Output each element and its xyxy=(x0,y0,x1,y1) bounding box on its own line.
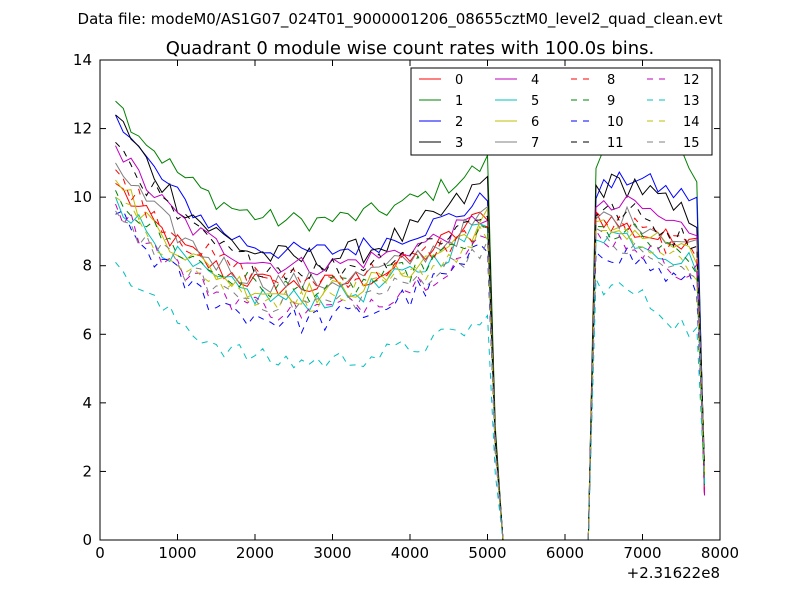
legend-label-5: 5 xyxy=(531,94,539,109)
series-line-13 xyxy=(115,261,705,540)
chart-title: Quadrant 0 module wise count rates with … xyxy=(166,38,655,59)
legend-label-14: 14 xyxy=(683,115,700,130)
x-tick-label: 3000 xyxy=(313,544,351,562)
series-line-3 xyxy=(115,114,705,540)
x-tick-label: 0 xyxy=(95,544,105,562)
x-tick-label: 5000 xyxy=(468,544,506,562)
y-tick-label: 4 xyxy=(82,394,92,412)
legend-label-2: 2 xyxy=(455,115,463,130)
figure-suptitle: Data file: modeM0/AS1G07_024T01_90000012… xyxy=(78,10,723,29)
legend-label-15: 15 xyxy=(683,136,700,151)
y-tick-label: 8 xyxy=(82,257,92,275)
legend-label-13: 13 xyxy=(683,94,700,109)
series-line-7 xyxy=(115,162,705,540)
legend-label-12: 12 xyxy=(683,73,700,88)
y-tick-label: 2 xyxy=(82,462,92,480)
y-tick-label: 6 xyxy=(82,325,92,343)
legend-label-11: 11 xyxy=(607,136,624,151)
y-tick-label: 14 xyxy=(73,51,92,69)
x-tick-label: 2000 xyxy=(236,544,274,562)
legend-label-8: 8 xyxy=(607,73,615,88)
legend-label-6: 6 xyxy=(531,115,539,130)
x-tick-label: 8000 xyxy=(701,544,739,562)
x-tick-label: 4000 xyxy=(391,544,429,562)
legend-label-3: 3 xyxy=(455,136,463,151)
plot-area xyxy=(115,100,705,540)
y-tick-label: 10 xyxy=(73,188,92,206)
legend-label-1: 1 xyxy=(455,94,463,109)
x-tick-label: 1000 xyxy=(158,544,196,562)
y-tick-label: 12 xyxy=(73,120,92,138)
legend-label-7: 7 xyxy=(531,136,539,151)
legend-box xyxy=(410,67,713,156)
series-line-1 xyxy=(115,100,705,540)
y-tick-label: 0 xyxy=(82,531,92,549)
series-line-6 xyxy=(115,179,705,540)
legend-label-0: 0 xyxy=(455,73,463,88)
legend-label-10: 10 xyxy=(607,115,624,130)
series-line-0 xyxy=(115,182,705,540)
series-line-10 xyxy=(115,209,705,540)
series-line-4 xyxy=(115,145,705,540)
series-line-11 xyxy=(115,141,705,540)
x-offset-label: +2.31622e8 xyxy=(627,564,720,582)
series-line-2 xyxy=(115,114,705,540)
series-line-9 xyxy=(115,190,705,540)
axis-ticks: 0 1000 2000 3000 4000 5000 6000 7000 80000246810… xyxy=(73,51,739,562)
legend-label-9: 9 xyxy=(607,94,615,109)
x-tick-label: 6000 xyxy=(546,544,584,562)
legend-label-4: 4 xyxy=(531,73,539,88)
series-line-14 xyxy=(115,196,705,540)
x-tick-label: 7000 xyxy=(623,544,661,562)
